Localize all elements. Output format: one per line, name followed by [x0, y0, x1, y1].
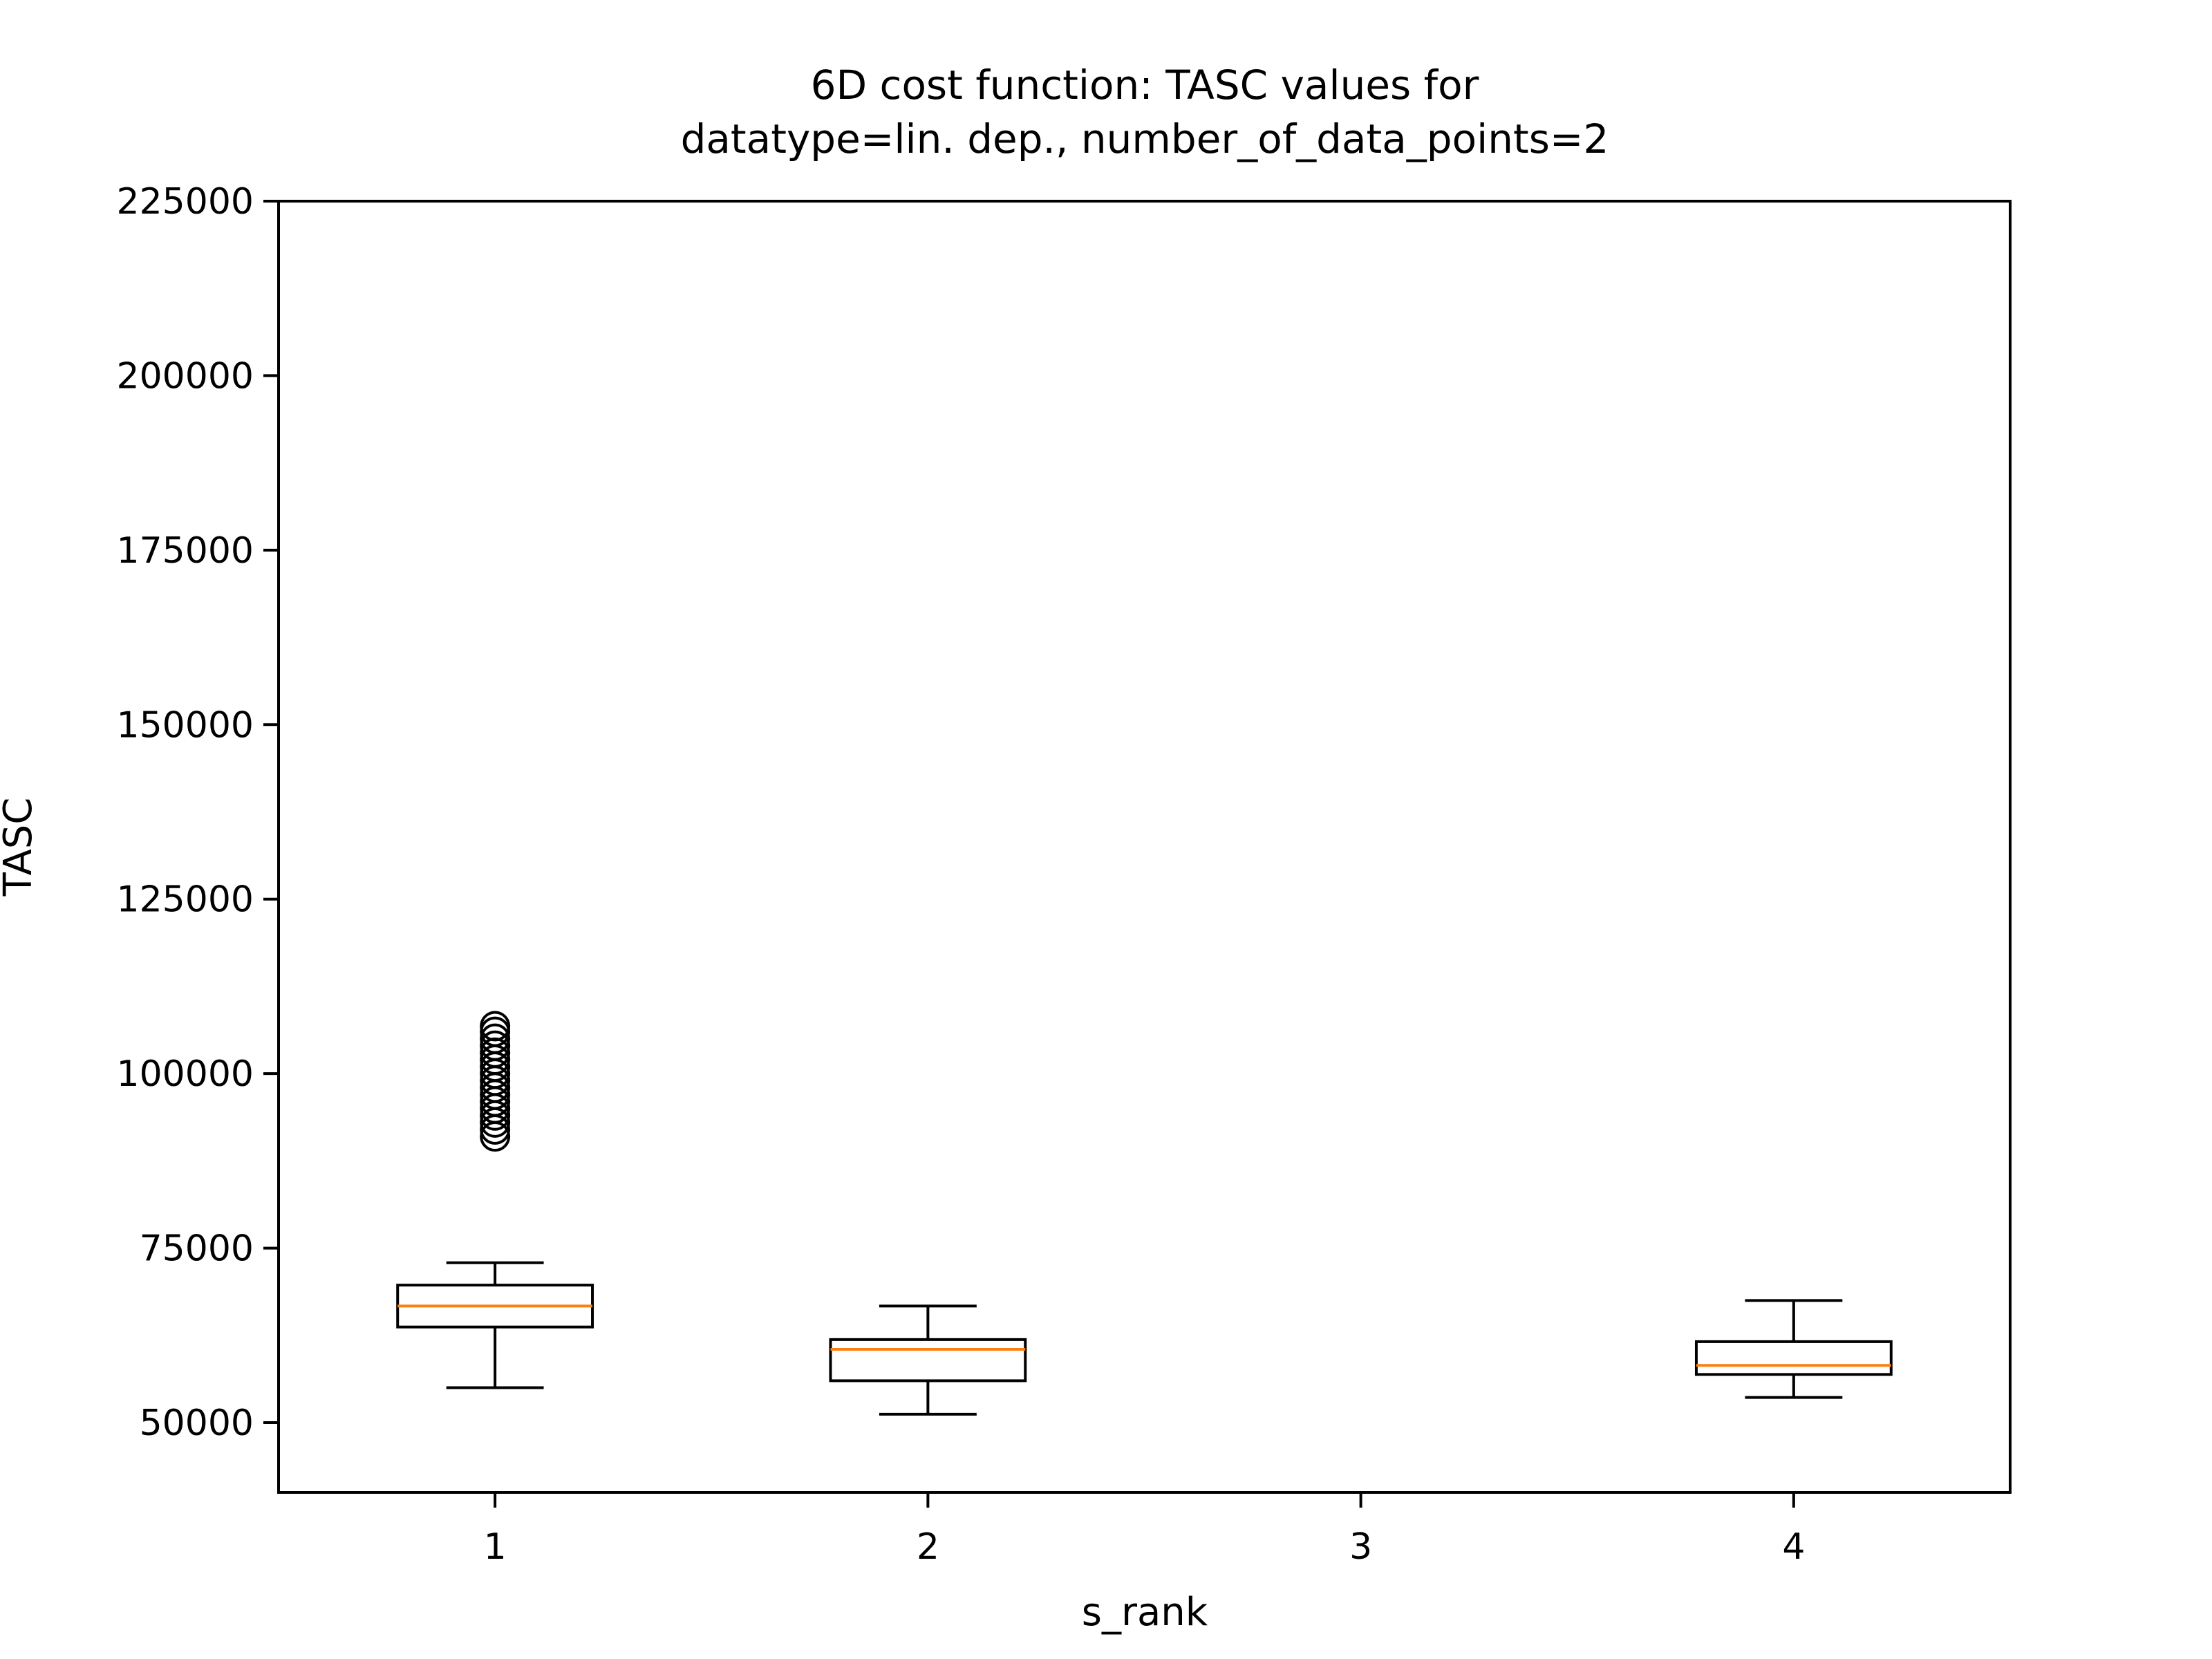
y-tick-label: 175000	[116, 530, 254, 572]
plot-area	[277, 200, 2012, 1494]
x-tick-label: 1	[484, 1526, 507, 1568]
y-tick-label: 75000	[140, 1228, 254, 1270]
y-tick-label: 50000	[140, 1403, 254, 1444]
outlier-point	[480, 1011, 511, 1042]
chart-title: 6D cost function: TASC values for	[811, 62, 1479, 109]
outlier-point	[480, 1023, 511, 1054]
box-2	[829, 1304, 1027, 1416]
outlier-point	[480, 1030, 511, 1061]
boxes-group	[396, 1011, 1893, 1416]
box-1	[396, 1011, 594, 1389]
x-axis: 1 2 3 4	[484, 1492, 1805, 1568]
box-4	[1694, 1299, 1893, 1399]
x-tick-label: 3	[1349, 1526, 1372, 1568]
y-tick-label: 200000	[116, 355, 254, 397]
y-axis: 50000 75000 100000 125000 150000 175000 200000…	[116, 181, 279, 1444]
x-tick-label: 2	[917, 1526, 939, 1568]
y-tick-label: 150000	[116, 704, 254, 746]
y-axis-label: TASC	[0, 798, 41, 897]
y-tick-label: 125000	[116, 879, 254, 921]
y-tick-label: 100000	[116, 1053, 254, 1095]
x-axis-label: s_rank	[1082, 1590, 1208, 1635]
chart-subtitle: datatype=lin. dep., number_of_data_point…	[681, 115, 1609, 162]
x-tick-label: 4	[1782, 1526, 1805, 1568]
y-tick-label: 225000	[116, 181, 254, 223]
iqr-box	[829, 1338, 1027, 1382]
iqr-box	[1694, 1340, 1893, 1376]
